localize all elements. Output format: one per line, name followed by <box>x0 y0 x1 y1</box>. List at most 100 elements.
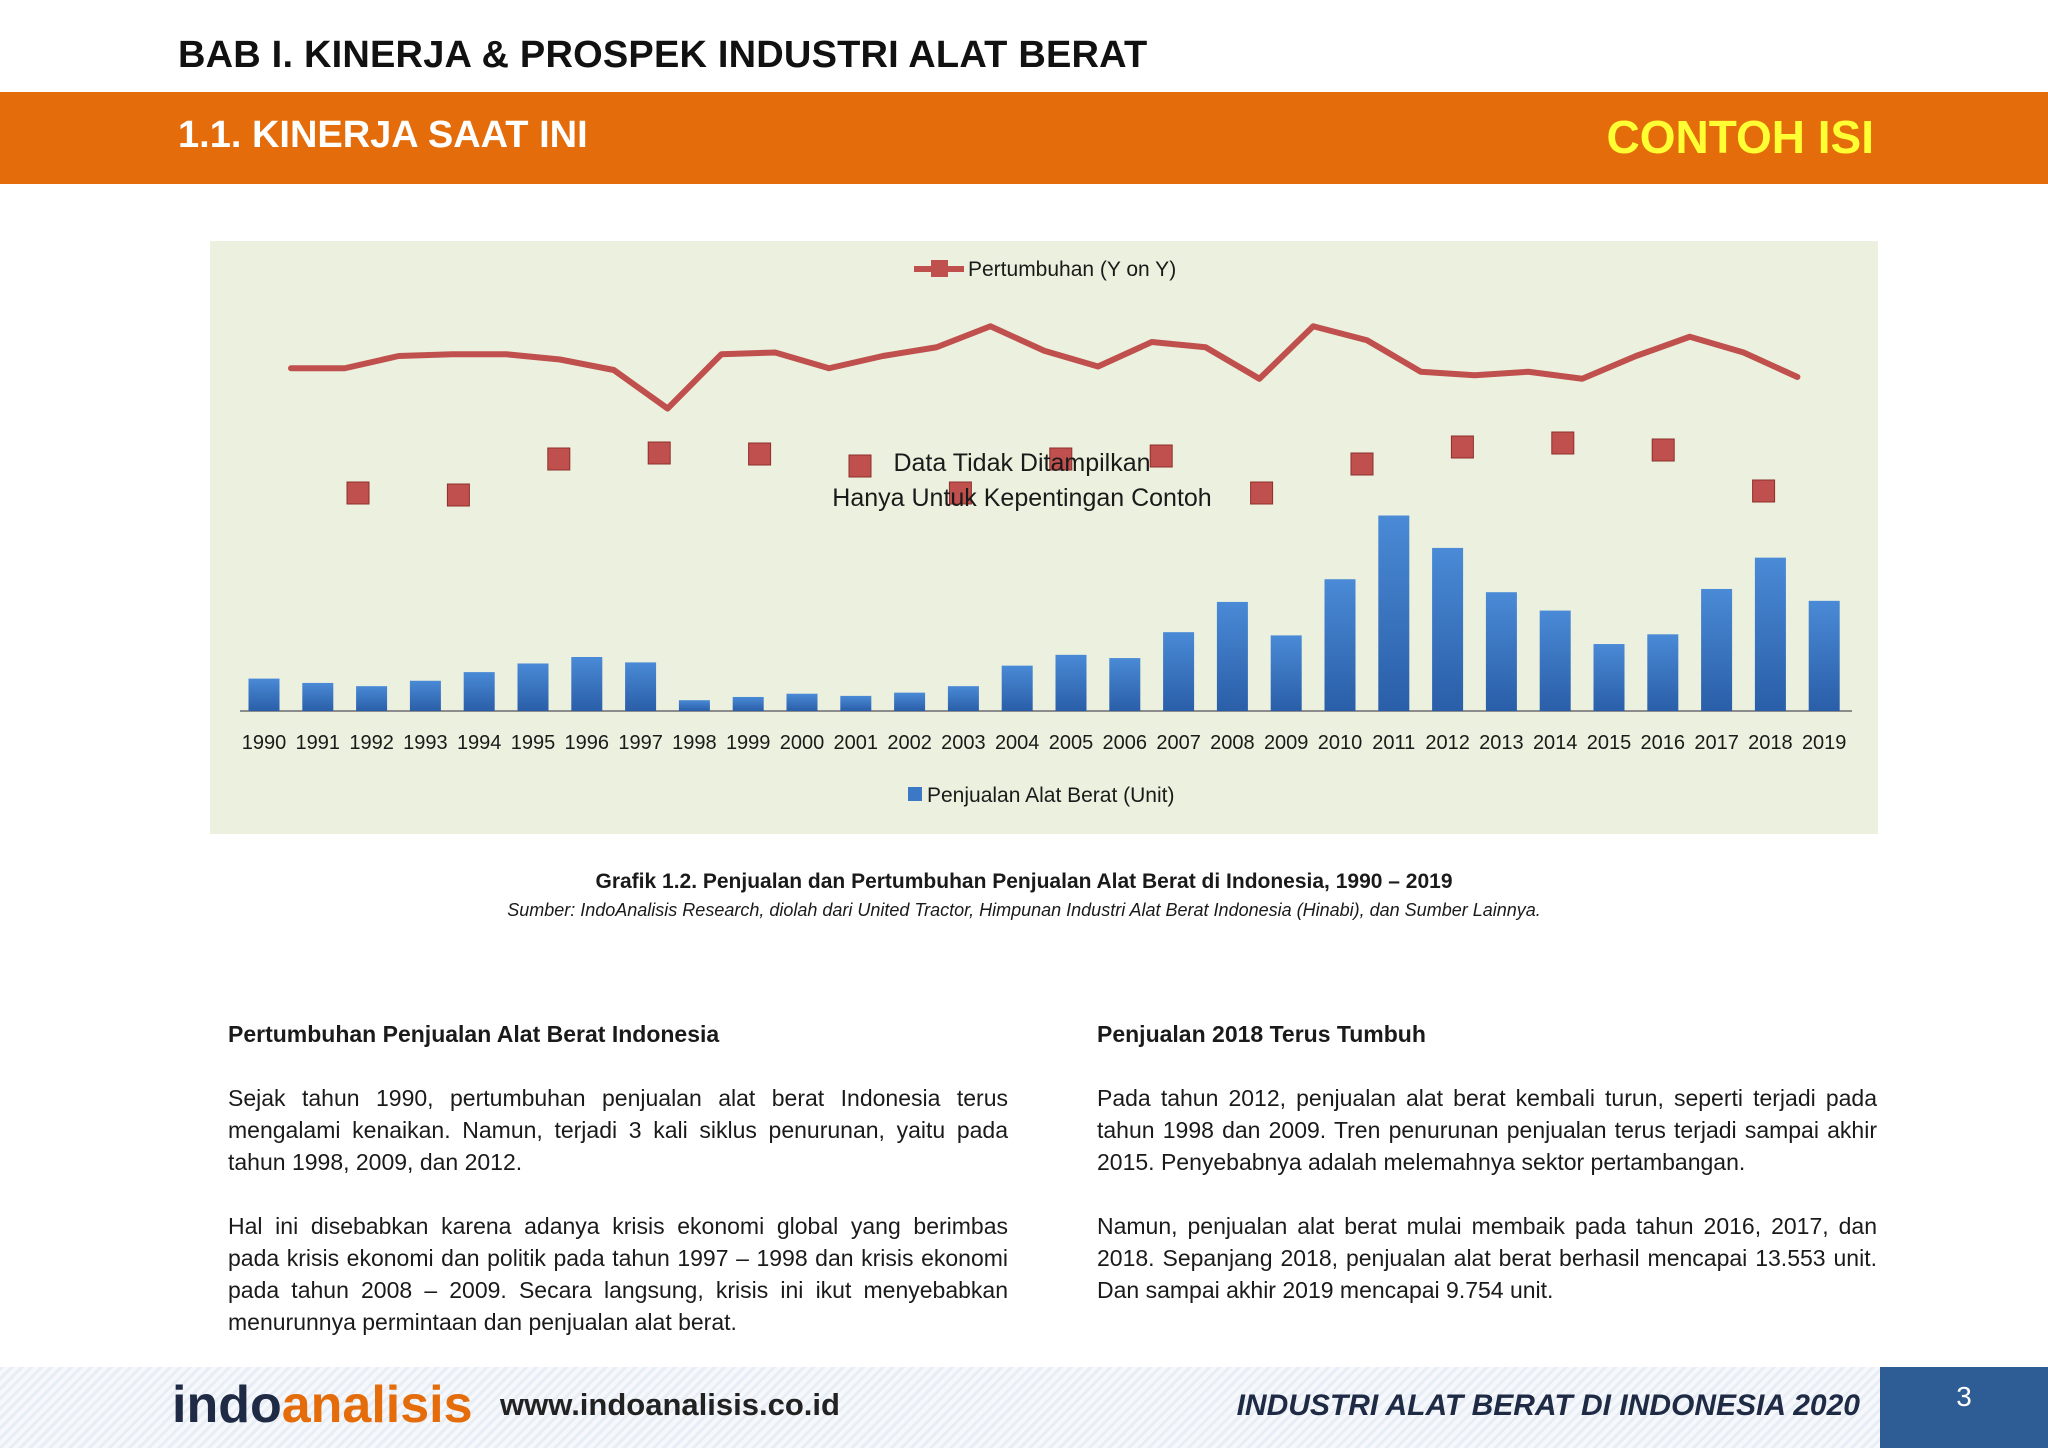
bar-2009 <box>1270 635 1302 711</box>
bar-2001 <box>840 695 872 711</box>
left-column: Pertumbuhan Penjualan Alat Berat Indones… <box>228 1018 1008 1370</box>
page-number-box: 3 <box>1880 1367 2048 1448</box>
bar-2002 <box>894 692 926 711</box>
growth-marker-4 <box>647 441 671 465</box>
bar-2007 <box>1163 632 1195 711</box>
page-number: 3 <box>1956 1381 1972 1412</box>
x-tick-label-2015: 2015 <box>1587 732 1632 754</box>
x-tick-label-2016: 2016 <box>1641 732 1686 754</box>
x-tick-label-1999: 1999 <box>726 732 771 754</box>
bar-2011 <box>1378 515 1410 711</box>
report-title: INDUSTRI ALAT BERAT DI INDONESIA 2020 <box>1236 1389 1860 1422</box>
right-heading: Penjualan 2018 Terus Tumbuh <box>1097 1021 1426 1047</box>
indoanalisis-logo: indoanalisis <box>172 1375 473 1435</box>
x-tick-label-1993: 1993 <box>403 732 448 754</box>
x-tick-label-2000: 2000 <box>780 732 825 754</box>
growth-marker-1 <box>346 481 370 505</box>
chart-area: 1990 1991 1992 1993 1994 1995 1996 1997 1998 1999… <box>210 241 1878 834</box>
growth-marker-13 <box>1551 431 1575 455</box>
bar-2000 <box>786 693 818 711</box>
legend-bar-swatch <box>908 787 922 801</box>
chart-caption-title: Grafik 1.2. Penjualan dan Pertumbuhan Pe… <box>595 870 1453 893</box>
growth-marker-9 <box>1149 444 1173 468</box>
x-tick-label-2003: 2003 <box>941 732 986 754</box>
x-tick-label-2019: 2019 <box>1802 732 1847 754</box>
left-paragraph-1: Sejak tahun 1990, pertumbuhan penjualan … <box>228 1085 1008 1175</box>
bar-1990 <box>248 678 280 711</box>
bar-2005 <box>1055 654 1087 711</box>
x-tick-label-1994: 1994 <box>457 732 502 754</box>
growth-marker-8 <box>1049 447 1073 471</box>
bar-1992 <box>356 686 388 711</box>
bar-2019 <box>1808 600 1840 711</box>
bar-1996 <box>571 657 603 711</box>
bar-2006 <box>1109 658 1141 711</box>
bar-2016 <box>1647 634 1679 711</box>
x-tick-label-2017: 2017 <box>1694 732 1739 754</box>
bar-1994 <box>463 672 495 711</box>
x-tick-label-1990: 1990 <box>242 732 287 754</box>
chart-caption-source: Sumber: IndoAnalisis Research, diolah da… <box>507 900 1541 920</box>
x-tick-label-2005: 2005 <box>1049 732 1094 754</box>
x-tick-label-2001: 2001 <box>834 732 879 754</box>
section-title: 1.1. KINERJA SAAT INI <box>178 114 588 156</box>
logo-part-1: indo <box>172 1376 282 1434</box>
bar-2017 <box>1701 588 1733 711</box>
growth-marker-7 <box>948 481 972 505</box>
bar-1993 <box>409 680 441 711</box>
bar-1999 <box>732 696 764 711</box>
growth-marker-6 <box>848 454 872 478</box>
watermark-line-1: Data Tidak Ditampilkan <box>893 449 1150 477</box>
x-tick-label-2011: 2011 <box>1372 732 1415 754</box>
bar-1997 <box>625 662 657 711</box>
x-tick-label-1997: 1997 <box>618 732 663 754</box>
website-link[interactable]: www.indoanalisis.co.id <box>500 1387 840 1422</box>
x-tick-label-2006: 2006 <box>1103 732 1148 754</box>
x-tick-label-2018: 2018 <box>1748 732 1793 754</box>
bar-2010 <box>1324 579 1356 711</box>
legend-line-marker <box>931 260 948 277</box>
left-heading: Pertumbuhan Penjualan Alat Berat Indones… <box>228 1021 720 1047</box>
growth-marker-3 <box>547 447 571 471</box>
bar-1998 <box>678 700 710 711</box>
bar-2008 <box>1216 601 1248 711</box>
watermark-line-2: Hanya Untuk Kepentingan Contoh <box>832 484 1211 512</box>
growth-marker-11 <box>1350 452 1374 476</box>
chapter-title: BAB I. KINERJA & PROSPEK INDUSTRI ALAT B… <box>178 34 1148 76</box>
x-tick-label-1996: 1996 <box>565 732 610 754</box>
bar-2003 <box>947 686 979 711</box>
legend-line-label: Pertumbuhan (Y on Y) <box>968 258 1176 281</box>
growth-series-line <box>288 323 1801 412</box>
x-tick-label-2014: 2014 <box>1533 732 1578 754</box>
x-tick-label-2002: 2002 <box>887 732 932 754</box>
left-paragraph-2: Hal ini disebabkan karena adanya krisis … <box>228 1213 1008 1335</box>
bar-2012 <box>1432 547 1464 711</box>
growth-marker-12 <box>1450 435 1474 459</box>
bar-1995 <box>517 663 549 711</box>
x-tick-label-1995: 1995 <box>511 732 556 754</box>
right-paragraph-1: Pada tahun 2012, penjualan alat berat ke… <box>1097 1085 1877 1175</box>
footer: indoanalisis www.indoanalisis.co.id INDU… <box>0 1367 2048 1448</box>
legend-bar-label: Penjualan Alat Berat (Unit) <box>927 784 1174 807</box>
growth-marker-2 <box>446 483 470 507</box>
x-tick-label-2013: 2013 <box>1479 732 1524 754</box>
bar-2018 <box>1754 557 1786 711</box>
bar-2004 <box>1001 665 1033 711</box>
growth-marker-14 <box>1651 438 1675 462</box>
bar-1991 <box>302 682 334 711</box>
right-paragraph-2: Namun, penjualan alat berat mulai membai… <box>1097 1213 1877 1303</box>
bar-2013 <box>1485 592 1517 711</box>
combo-chart: 1990 1991 1992 1993 1994 1995 1996 1997 1998 1999… <box>240 258 1852 807</box>
growth-marker-5 <box>748 442 772 466</box>
x-tick-label-2007: 2007 <box>1156 732 1201 754</box>
x-tick-label-2008: 2008 <box>1210 732 1255 754</box>
x-tick-label-1998: 1998 <box>672 732 717 754</box>
sample-label: CONTOH ISI <box>1606 111 1874 163</box>
growth-marker-15 <box>1752 479 1776 503</box>
bar-2014 <box>1539 610 1571 711</box>
x-tick-label-1991: 1991 <box>296 732 341 754</box>
x-tick-label-2004: 2004 <box>995 732 1039 754</box>
x-tick-label-2010: 2010 <box>1318 732 1363 754</box>
right-column: Penjualan 2018 Terus Tumbuh Pada tahun 2… <box>1097 1018 1877 1338</box>
bar-2015 <box>1593 644 1625 711</box>
